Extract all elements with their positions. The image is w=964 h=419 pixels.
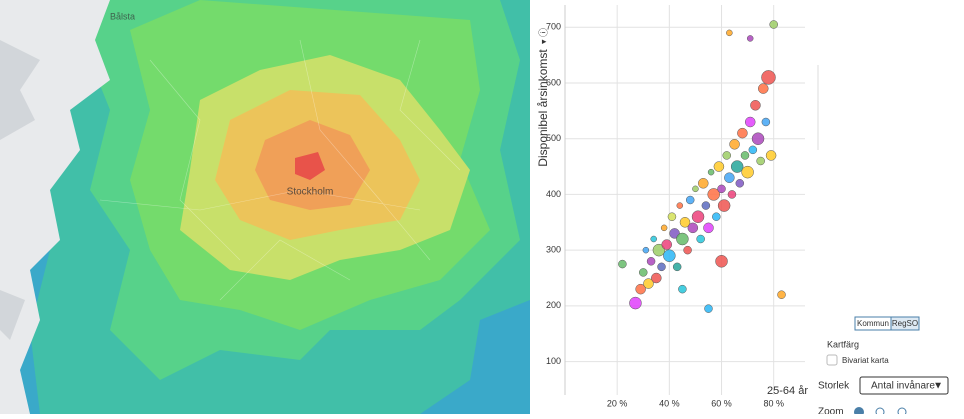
point — [761, 117, 771, 127]
point — [629, 296, 642, 310]
point — [683, 245, 692, 255]
point — [727, 190, 737, 199]
point — [704, 304, 713, 313]
point — [707, 168, 715, 176]
y-tick-label: 200 — [546, 300, 561, 310]
point — [722, 151, 731, 160]
y-tick-label: 300 — [546, 245, 561, 255]
point — [769, 20, 778, 29]
point — [744, 116, 756, 128]
point — [642, 246, 650, 254]
y-label-icon: ▾ ⓘ — [538, 28, 548, 44]
point — [698, 178, 709, 189]
x-tick-label: 20 % — [607, 398, 628, 408]
scatter-chart: 100 200 300 400 500 600 700 20 % 40 % 60 % 80 % Dis… — [536, 5, 808, 408]
point — [758, 83, 769, 94]
point — [724, 172, 735, 183]
x-corner-label: 25-64 år — [767, 385, 808, 397]
point — [663, 249, 676, 262]
point — [717, 199, 731, 212]
point — [685, 195, 695, 205]
size-select-value[interactable]: Antal invånare — [871, 380, 935, 392]
point — [715, 255, 728, 268]
point — [646, 257, 656, 266]
point — [751, 132, 765, 145]
point — [729, 139, 740, 150]
point — [761, 70, 776, 85]
point — [618, 259, 627, 269]
size-select[interactable] — [859, 376, 949, 395]
point — [639, 268, 648, 277]
y-tick-label: 400 — [546, 189, 561, 199]
y-tick-label: 700 — [546, 22, 561, 32]
level-button-label[interactable]: RegSO — [892, 319, 918, 328]
point — [701, 201, 711, 210]
map-color-label: Kartfärg — [827, 339, 859, 349]
x-tick-label: 80 % — [763, 398, 784, 408]
point — [750, 100, 761, 111]
point — [707, 188, 720, 201]
point — [713, 161, 725, 172]
point — [676, 232, 689, 246]
point — [741, 165, 754, 179]
point — [746, 35, 754, 42]
point — [691, 210, 705, 223]
point — [703, 222, 714, 234]
point — [676, 202, 684, 209]
select-arrow: ▼ — [933, 381, 943, 392]
x-tick-label: 60 % — [711, 398, 732, 408]
point — [696, 234, 705, 244]
point — [661, 239, 672, 250]
point — [657, 262, 666, 272]
controls: ▼ Kommun RegSO Kartfärg Bivariat karta Storl… — [818, 316, 949, 418]
point — [672, 262, 682, 272]
map[interactable] — [0, 0, 530, 414]
point — [740, 151, 750, 160]
point — [777, 290, 786, 299]
point — [730, 160, 744, 173]
point — [765, 150, 777, 161]
point — [692, 185, 699, 193]
level-button-label[interactable]: Kommun — [857, 319, 889, 328]
point — [726, 29, 733, 37]
y-tick-label: 100 — [546, 356, 561, 366]
point — [651, 272, 662, 284]
x-tick-label: 40 % — [659, 398, 680, 408]
point — [667, 212, 677, 221]
point — [643, 278, 654, 289]
point — [756, 156, 765, 166]
point — [679, 217, 691, 228]
size-label: Storlek — [818, 381, 850, 392]
point — [660, 224, 668, 232]
point — [748, 145, 758, 155]
bivariate-label: Bivariat karta — [842, 356, 889, 365]
level-button[interactable] — [890, 316, 920, 331]
point — [717, 184, 726, 194]
y-tick-label: 600 — [546, 77, 561, 87]
point — [678, 284, 687, 294]
checkbox[interactable] — [826, 354, 838, 366]
point — [735, 179, 745, 188]
zoom-label: Zoom — [818, 407, 844, 414]
y-axis-label: Disponibel årsinkomst — [536, 49, 550, 167]
y-tick-label: 500 — [546, 133, 561, 143]
point — [635, 283, 646, 295]
point — [652, 243, 666, 257]
point — [737, 127, 748, 139]
map-place-label: Bålsta — [110, 11, 135, 21]
point — [687, 222, 699, 234]
point — [650, 235, 657, 243]
map-place-label: Stockholm — [287, 187, 334, 198]
point — [712, 212, 721, 221]
